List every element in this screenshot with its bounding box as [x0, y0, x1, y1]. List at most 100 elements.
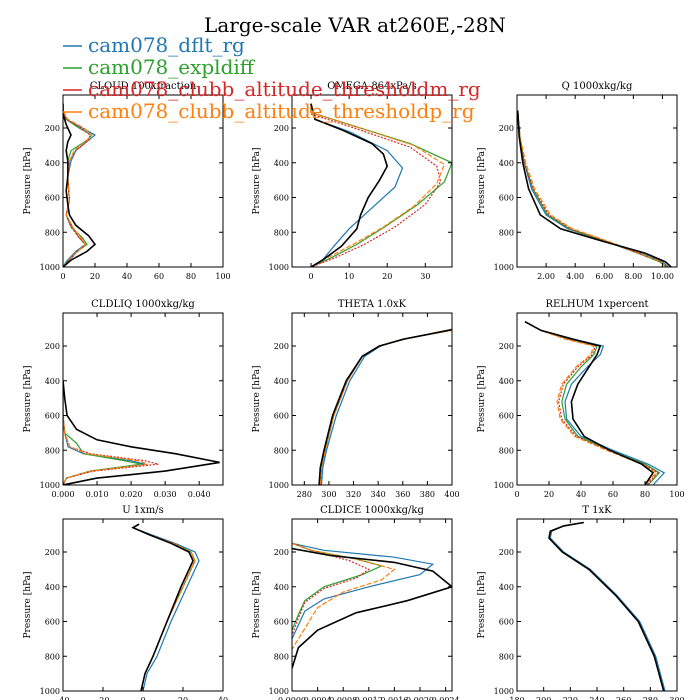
axes-frame	[516, 94, 678, 268]
x-tick-label: 0.0024	[432, 696, 460, 700]
y-tick-label: 200	[499, 548, 514, 557]
series-line-cam078_clubb_altitude_thresholdm_rg	[63, 380, 159, 485]
y-tick-label: 1000	[40, 481, 60, 490]
series-line-cam078_clubb_altitude_thresholdp_rg	[131, 523, 196, 691]
legend-entry: cam078_clubb_altitude_thresholdm_rg	[88, 77, 481, 101]
series-line-cam078_expldiff	[517, 110, 668, 267]
y-tick-label: 1000	[40, 687, 60, 696]
y-tick-label: 800	[499, 446, 514, 455]
x-tick-label: 10	[344, 272, 354, 281]
axes-frame	[516, 518, 678, 692]
y-tick-label: 400	[45, 583, 60, 592]
x-tick-label: 240	[589, 696, 604, 700]
axes-frame	[62, 518, 224, 692]
legend-entry: cam078_dflt_rg	[88, 33, 245, 57]
y-tick-label: 400	[45, 159, 60, 168]
series-line-obs	[63, 103, 97, 267]
panel-2: Q 1000xkg/kg Pressure [hPa] 2.00 4.00 6.00 8.…	[477, 81, 678, 281]
axes-frame	[62, 94, 224, 268]
y-tick-label: 1000	[269, 263, 289, 272]
x-tick-label: 100	[215, 272, 230, 281]
y-tick-label: 800	[274, 228, 289, 237]
panel-0: CLOUD 100xfraction Pressure [hPa] 0 20 40 60 8…	[23, 81, 231, 281]
series-line-cam078_dflt_rg	[131, 523, 200, 691]
series-line-cam078_dflt_rg	[292, 542, 435, 640]
y-tick-label: 400	[499, 583, 514, 592]
axes-frame	[291, 94, 453, 268]
series-line-cam078_clubb_altitude_thresholdp_rg	[63, 380, 149, 485]
series-line-cam078_clubb_altitude_thresholdp_rg	[310, 103, 446, 267]
y-axis-label: Pressure [hPa]	[23, 571, 33, 638]
x-tick-label: 4.00	[566, 272, 584, 281]
x-tick-label: 0.030	[154, 490, 177, 499]
x-tick-label: 260	[616, 696, 631, 700]
y-tick-label: 800	[45, 652, 60, 661]
x-tick-label: 200	[536, 696, 551, 700]
panel-title: CLOUD 100xfraction	[90, 81, 197, 92]
y-tick-label: 200	[499, 342, 514, 351]
y-tick-label: 600	[274, 412, 289, 421]
y-axis-label: Pressure [hPa]	[252, 147, 262, 214]
panel-3: CLDLIQ 1000xkg/kg Pressure [hPa] 0.000 0.01…	[23, 299, 224, 499]
x-tick-label: 0.0012	[355, 696, 383, 700]
series-line-obs	[292, 547, 452, 669]
y-tick-label: 1000	[494, 481, 514, 490]
y-tick-label: 400	[499, 377, 514, 386]
series-line-obs	[63, 380, 220, 485]
x-tick-label: 0.020	[120, 490, 143, 499]
y-tick-label: 200	[274, 548, 289, 557]
y-tick-label: 400	[45, 377, 60, 386]
series-line-obs	[524, 320, 655, 485]
y-tick-label: 400	[274, 159, 289, 168]
x-tick-label: 0.0004	[304, 696, 332, 700]
series-line-cam078_expldiff	[310, 103, 452, 267]
x-tick-label: 0	[514, 490, 519, 499]
y-tick-label: 200	[45, 342, 60, 351]
y-tick-label: 200	[499, 124, 514, 133]
x-tick-label: 360	[395, 490, 410, 499]
x-tick-label: 8.00	[624, 272, 642, 281]
x-tick-label: 340	[371, 490, 386, 499]
y-tick-label: 1000	[269, 687, 289, 696]
panel-6: U 1xm/s Pressure [hPa] -40 -20 0 20 40 200 400 60…	[23, 505, 228, 700]
series-line-cam078_expldiff	[548, 521, 665, 691]
y-tick-label: 1000	[269, 481, 289, 490]
x-tick-label: 0.0008	[329, 696, 357, 700]
y-axis-label: Pressure [hPa]	[23, 147, 33, 214]
y-tick-label: 400	[499, 159, 514, 168]
x-tick-label: 80	[186, 272, 196, 281]
y-tick-label: 1000	[40, 263, 60, 272]
panel-title: T 1xK	[582, 505, 612, 516]
x-tick-label: 40	[218, 696, 228, 700]
x-tick-label: 20	[544, 490, 554, 499]
y-axis-label: Pressure [hPa]	[477, 147, 487, 214]
axes-frame	[291, 518, 453, 692]
x-tick-label: 0.0016	[380, 696, 408, 700]
y-tick-label: 200	[274, 124, 289, 133]
panel-title: CLDLIQ 1000xkg/kg	[91, 299, 195, 310]
x-tick-label: 280	[297, 490, 312, 499]
y-tick-label: 400	[274, 377, 289, 386]
x-tick-label: 20	[178, 696, 188, 700]
panels: CLOUD 100xfraction Pressure [hPa] 0 20 40 60 8…	[23, 81, 685, 700]
axes-frame	[516, 312, 678, 486]
series-line-cam078_dflt_rg	[517, 110, 669, 267]
x-tick-label: 0	[60, 272, 65, 281]
legend-entry: cam078_expldiff	[88, 55, 256, 79]
y-axis-label: Pressure [hPa]	[23, 365, 33, 432]
x-tick-label: 20	[382, 272, 392, 281]
series-line-obs	[517, 110, 672, 267]
y-tick-label: 600	[45, 412, 60, 421]
y-axis-label: Pressure [hPa]	[477, 365, 487, 432]
figure-title: Large-scale VAR at260E,-28N	[204, 13, 506, 37]
y-tick-label: 600	[499, 618, 514, 627]
x-tick-label: 40	[122, 272, 132, 281]
y-tick-label: 200	[274, 342, 289, 351]
x-tick-label: 0.000	[52, 490, 75, 499]
series-line-cam078_clubb_altitude_thresholdm_rg	[292, 542, 371, 636]
panel-title: CLDICE 1000xkg/kg	[320, 505, 424, 516]
x-tick-label: 60	[154, 272, 164, 281]
panel-8: T 1xK Pressure [hPa] 180 200 220 240 260 280 300…	[477, 505, 685, 700]
series-line-obs	[131, 523, 194, 691]
